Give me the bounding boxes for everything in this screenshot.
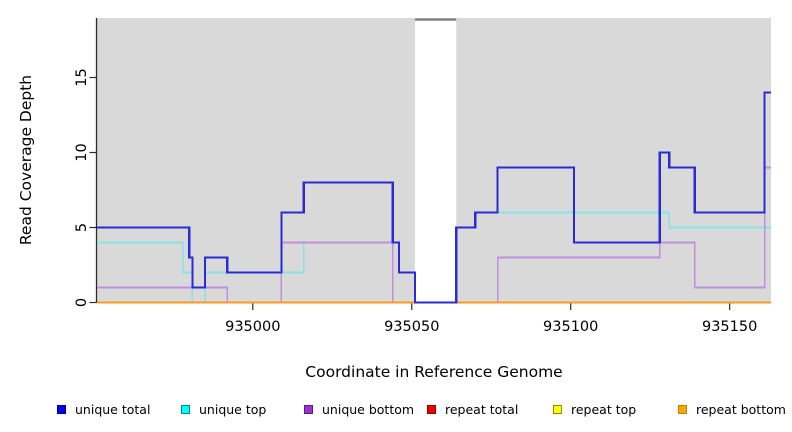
- y-tick-label: 0: [74, 298, 90, 307]
- legend-label: unique total: [75, 401, 151, 417]
- y-tick-label: 15: [74, 68, 90, 86]
- x-axis-title: Coordinate in Reference Genome: [305, 363, 562, 381]
- legend-label: repeat bottom: [696, 401, 786, 417]
- legend-item-repeat-bottom: repeat bottom: [678, 399, 786, 419]
- legend-item-unique-bottom: unique bottom: [304, 399, 414, 419]
- legend-label: unique bottom: [322, 401, 415, 417]
- legend-swatch-repeat-bottom: [678, 404, 687, 414]
- legend-item-repeat-top: repeat top: [553, 399, 636, 419]
- legend-swatch-repeat-top: [553, 404, 562, 414]
- x-tick-label: 935100: [543, 319, 598, 335]
- chart-legend: unique total unique top unique bottom repea…: [0, 399, 792, 419]
- y-tick-label: 10: [74, 143, 90, 161]
- y-axis-title: Read Coverage Depth: [17, 75, 35, 245]
- legend-swatch-unique-top: [181, 404, 190, 414]
- legend-swatch-unique-total: [57, 404, 66, 414]
- legend-label: repeat total: [445, 401, 519, 417]
- legend-item-unique-top: unique top: [181, 399, 266, 419]
- x-tick-label: 935150: [702, 319, 757, 335]
- series-line-unique-total: [97, 91, 771, 304]
- y-tick-label: 5: [74, 223, 90, 232]
- x-tick-label: 935000: [225, 319, 280, 335]
- legend-label: repeat top: [571, 401, 637, 417]
- legend-label: unique top: [199, 401, 267, 417]
- masked-region: [414, 18, 457, 303]
- x-tick-label: 935050: [384, 319, 439, 335]
- legend-item-repeat-total: repeat total: [427, 399, 518, 419]
- legend-item-unique-total: unique total: [57, 399, 150, 419]
- legend-swatch-unique-bottom: [304, 404, 313, 414]
- legend-swatch-repeat-total: [427, 404, 436, 414]
